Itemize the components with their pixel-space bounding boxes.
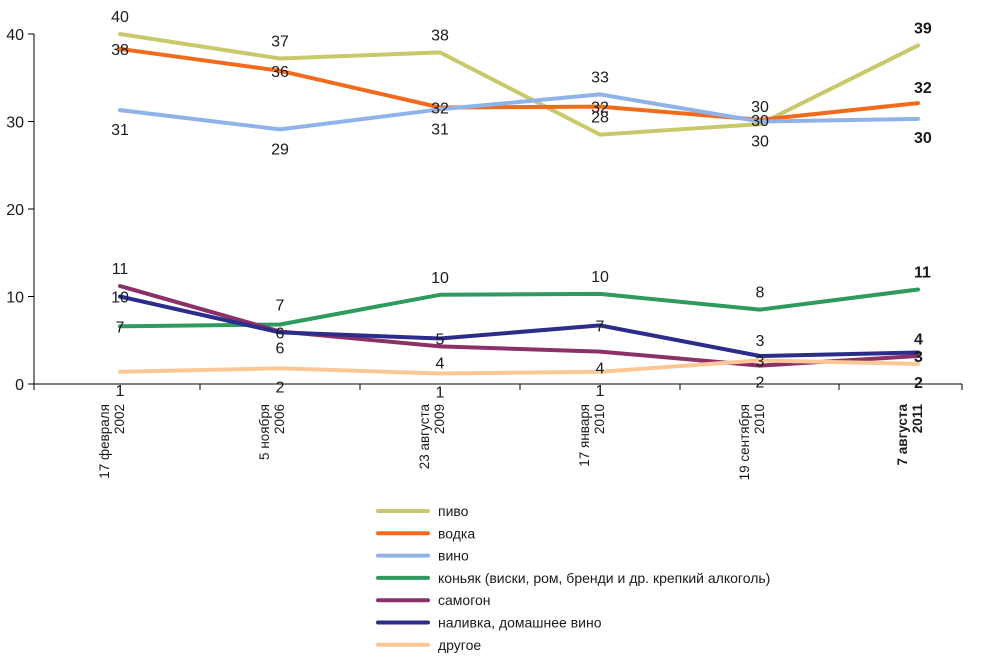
data-label: 31 — [431, 121, 449, 138]
x-tick-label-line: 2010 — [592, 404, 607, 434]
data-label: 40 — [111, 9, 129, 26]
data-label: 32 — [914, 80, 932, 97]
x-tick-label: 7 августа 2011 — [895, 404, 925, 466]
y-tick-label: 30 — [6, 115, 24, 132]
legend-item: наливка, домашнее вино — [376, 615, 602, 631]
data-label: 10 — [111, 290, 129, 307]
x-tick-label: 23 августа 2009 — [417, 404, 447, 470]
data-label: 1 — [436, 385, 445, 402]
legend-item: пиво — [376, 503, 469, 519]
x-tick-label-line: 2010 — [752, 404, 767, 434]
legend-item: другое — [376, 637, 481, 653]
data-label: 30 — [751, 134, 769, 151]
data-label: 3 — [756, 353, 765, 370]
data-label: 2 — [756, 375, 765, 392]
data-label: 3 — [914, 349, 923, 366]
legend-label: вино — [438, 548, 469, 564]
data-label: 29 — [271, 141, 289, 158]
data-label: 6 — [276, 325, 285, 342]
data-label: 4 — [436, 355, 445, 372]
data-label: 3 — [756, 333, 765, 350]
data-label: 7 — [116, 319, 125, 336]
y-tick-label: 10 — [6, 290, 24, 307]
data-label: 30 — [914, 130, 932, 147]
x-tick-label: 5 ноября 2006 — [257, 404, 287, 460]
data-label: 30 — [751, 113, 769, 130]
data-label: 4 — [596, 361, 605, 378]
x-tick-label: 19 сентября 2010 — [737, 404, 767, 480]
data-label: 31 — [111, 122, 129, 139]
data-label: 5 — [436, 332, 445, 349]
data-label: 2 — [276, 379, 285, 396]
x-tick-label-line: 2011 — [910, 404, 925, 434]
chart-axes: 0 10 20 30 40 — [6, 27, 963, 394]
series-line — [118, 32, 920, 137]
data-label: 1 — [116, 383, 125, 400]
data-label: 1 — [596, 383, 605, 400]
data-label: 38 — [111, 42, 129, 59]
data-label: 30 — [751, 99, 769, 116]
x-tick-label-line: 2006 — [272, 404, 287, 434]
x-tick-label: 17 января 2010 — [577, 404, 607, 467]
x-tick-label-line: 17 февраля — [97, 404, 112, 479]
x-tick-label-line: 7 августа — [895, 404, 910, 466]
series-line — [118, 46, 920, 122]
data-label: 28 — [591, 110, 609, 127]
x-tick-label-line: 2002 — [112, 404, 127, 434]
legend-label: наливка, домашнее вино — [438, 615, 602, 631]
data-label: 8 — [756, 285, 765, 302]
x-tick-label-line: 23 августа — [417, 404, 432, 470]
data-label: 6 — [276, 341, 285, 358]
data-label: 33 — [591, 69, 609, 86]
series-line — [118, 294, 920, 358]
series-line — [118, 284, 920, 368]
data-label: 37 — [271, 34, 289, 51]
y-tick-label: 40 — [6, 27, 24, 44]
series-line — [118, 358, 920, 376]
data-label: 36 — [271, 64, 289, 81]
data-label: 7 — [596, 318, 605, 335]
legend-item: вино — [376, 548, 469, 564]
series-line — [118, 92, 920, 132]
y-tick-label: 20 — [6, 202, 24, 219]
y-tick-label: 0 — [15, 377, 24, 394]
legend-label: коньяк (виски, ром, бренди и др. крепкий… — [438, 570, 770, 586]
data-label: 32 — [431, 101, 449, 118]
x-axis-tick-labels: 17 февраля 2002 5 ноября 2006 23 августа 2009… — [97, 404, 925, 481]
data-label: 38 — [431, 27, 449, 44]
legend-label: водка — [438, 525, 475, 541]
data-label: 11 — [112, 261, 129, 278]
series-lines — [118, 32, 920, 376]
data-label: 2 — [914, 375, 923, 392]
legend-item: самогон — [376, 592, 491, 608]
legend-label: другое — [438, 637, 481, 653]
data-label: 39 — [914, 20, 932, 37]
data-label: 10 — [431, 270, 449, 287]
x-tick-label: 17 февраля 2002 — [97, 404, 127, 479]
legend-label: пиво — [438, 503, 469, 519]
x-tick-label-line: 19 сентября — [737, 404, 752, 480]
data-label: 4 — [914, 332, 923, 349]
data-label: 7 — [276, 298, 285, 315]
x-tick-label-line: 2009 — [432, 404, 447, 434]
legend-item: водка — [376, 525, 475, 541]
x-tick-label-line: 17 января — [577, 404, 592, 467]
chart-legend: пиво водка вино коньяк (виски, ром, бренди … — [376, 503, 770, 653]
data-label: 11 — [914, 265, 931, 282]
data-label: 10 — [591, 269, 609, 286]
x-tick-label-line: 5 ноября — [257, 404, 272, 460]
legend-label: самогон — [438, 592, 491, 608]
legend-item: коньяк (виски, ром, бренди и др. крепкий… — [376, 570, 770, 586]
data-label: 32 — [591, 100, 609, 117]
